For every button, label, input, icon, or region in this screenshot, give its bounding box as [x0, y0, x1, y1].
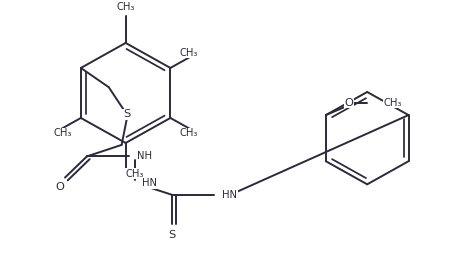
- Text: S: S: [123, 109, 130, 119]
- Text: CH₃: CH₃: [179, 128, 198, 138]
- Text: CH₃: CH₃: [384, 98, 402, 107]
- Text: O: O: [344, 98, 353, 107]
- Text: HN: HN: [141, 178, 157, 188]
- Text: CH₃: CH₃: [179, 47, 198, 58]
- Text: HN: HN: [222, 190, 237, 200]
- Text: CH₃: CH₃: [53, 128, 72, 138]
- Text: CH₃: CH₃: [126, 169, 144, 179]
- Text: NH: NH: [137, 151, 152, 162]
- Text: CH₃: CH₃: [116, 2, 135, 12]
- Text: S: S: [169, 230, 176, 241]
- Text: O: O: [55, 182, 65, 192]
